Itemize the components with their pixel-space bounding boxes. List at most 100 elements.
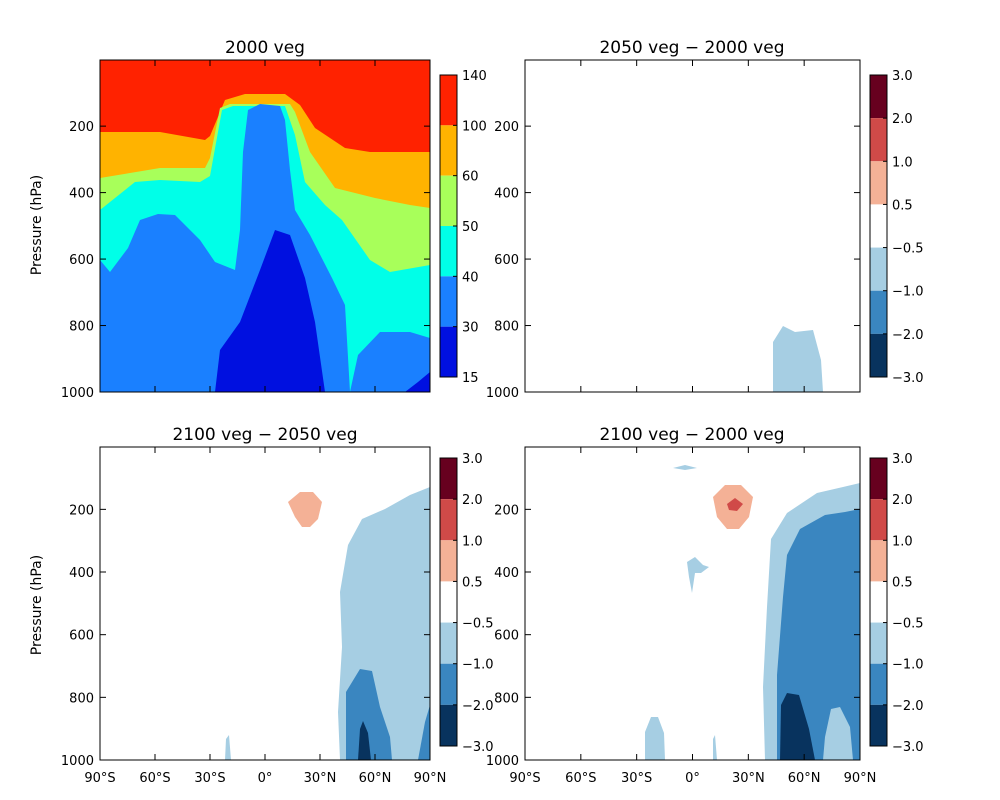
x-tick-label: 90°N [414,771,447,786]
contour-level-minus-1-to-minus-0.5 [773,326,823,392]
panel-2050-minus-2000: 2050 veg − 2000 veg [524,38,861,393]
y-tick-label: 800 [69,320,94,335]
colorbar-label: 30 [462,321,479,336]
colorbar-label: −1.0 [892,658,924,673]
colorbar-label: 0.5 [892,575,913,590]
panel-title: 2000 veg [225,38,305,58]
contour-level-minus-1-to-minus-0.5 [687,557,709,593]
colorbar-label: 2.0 [892,493,913,508]
colorbar-swatch [870,118,887,162]
colorbar-label: −2.0 [892,328,924,343]
colorbar-swatch [440,226,457,277]
colorbar-swatch [870,290,887,334]
x-tick-label: 0° [685,771,700,786]
y-tick-label: 200 [494,120,519,135]
colorbar-label: −2.0 [892,699,924,714]
colorbar-swatch [440,704,457,746]
colorbar-swatch [870,499,887,541]
colorbar-swatch [870,75,887,119]
colorbar-label: 100 [462,119,487,134]
contour-level-30-40 [350,332,430,392]
colorbar-label: 0.5 [462,575,483,590]
colorbar-swatch [440,276,457,327]
y-tick-label: 600 [494,253,519,268]
colorbar-label: −0.5 [462,617,494,632]
y-tick-label: 400 [69,566,94,581]
colorbar-label: 3.0 [892,452,913,467]
y-axis-label: Pressure (hPa) [29,555,45,655]
colorbar-label: 40 [462,270,479,285]
colorbar-swatch [870,458,887,500]
y-tick-label: 1000 [61,754,94,769]
x-tick-label: 30°S [194,771,225,786]
y-tick-label: 800 [494,320,519,335]
colorbar-2000-veg: 140 100 60 50 40 30 15 [439,69,487,386]
colorbar-swatch [870,704,887,746]
panel-2100-minus-2000: 2100 veg − 2000 veg [524,425,861,761]
colorbar-swatch [870,663,887,705]
colorbar-label: 0.5 [892,198,913,213]
panel-title: 2100 veg − 2000 veg [599,425,784,445]
contour-level-minus-3-to-minus-2 [358,721,371,760]
colorbar-swatch [440,581,457,623]
colorbar-label: 60 [462,170,479,185]
axis-ticks: 200 400 600 800 1000 200 400 600 800 1000 200 400 60… [61,60,876,786]
y-tick-label: 400 [69,187,94,202]
x-tick-label: 90°N [844,771,877,786]
x-tick-label: 30°N [304,771,337,786]
contour-field [525,60,860,392]
colorbar-label: 50 [462,220,479,235]
y-tick-label: 200 [69,503,94,518]
colorbar-label: −1.0 [892,285,924,300]
colorbar-swatch [440,326,457,377]
x-tick-label: 30°S [621,771,652,786]
colorbar-label: −2.0 [462,699,494,714]
contour-level-minus-1-to-minus-0.5 [645,717,665,760]
colorbar-label: −3.0 [892,371,924,386]
colorbar-2100-minus-2050: 3.0 2.0 1.0 0.5 −0.5 −1.0 −2.0 −3.0 [439,452,494,755]
y-tick-label: 400 [494,187,519,202]
x-tick-label: 60°N [359,771,392,786]
colorbar-swatch [440,499,457,541]
colorbar-label: 140 [462,69,487,84]
colorbar-frame [869,457,888,747]
colorbar-2100-minus-2000: 3.0 2.0 1.0 0.5 −0.5 −1.0 −2.0 −3.0 [869,452,924,755]
colorbar-label: 2.0 [462,493,483,508]
contour-level-minus-3-to-minus-2 [780,693,815,760]
colorbar-swatch [440,75,457,126]
x-tick-label: 60°N [788,771,821,786]
colorbar-swatch [870,161,887,205]
y-tick-label: 1000 [486,386,519,401]
y-tick-label: 600 [69,629,94,644]
contour-level-minus-1-to-minus-0.5 [713,735,717,760]
colorbar-label: 1.0 [892,155,913,170]
contour-field [100,447,430,760]
colorbar-label: −0.5 [892,242,924,257]
colorbar-label: −3.0 [462,740,494,755]
colorbar-swatch [870,204,887,248]
panel-2100-minus-2050: 2100 veg − 2050 veg Pressure (hPa) [29,425,431,761]
colorbar-label: −3.0 [892,740,924,755]
panel-title: 2050 veg − 2000 veg [599,38,784,58]
y-tick-label: 600 [69,253,94,268]
contour-level-minus-2-to-minus-1 [418,705,430,760]
colorbar-swatch [440,125,457,176]
x-tick-label: 90°S [509,771,540,786]
colorbar-swatch [870,581,887,623]
y-tick-label: 800 [69,691,94,706]
panel-2000-veg: 2000 veg Pressure (hPa) [29,38,431,393]
colorbar-swatch [870,333,887,377]
colorbar-swatch [440,458,457,500]
contour-level-minus-2-to-minus-1 [346,669,392,760]
y-tick-label: 1000 [61,386,94,401]
y-tick-label: 800 [494,691,519,706]
y-tick-label: 200 [69,120,94,135]
x-tick-label: 0° [258,771,273,786]
colorbar-label: −1.0 [462,658,494,673]
y-tick-label: 1000 [486,754,519,769]
contour-level-minus-1-to-minus-0.5 [673,465,697,470]
y-tick-label: 400 [494,566,519,581]
contour-level-0.5-to-1 [288,492,322,527]
colorbar-swatch [440,663,457,705]
